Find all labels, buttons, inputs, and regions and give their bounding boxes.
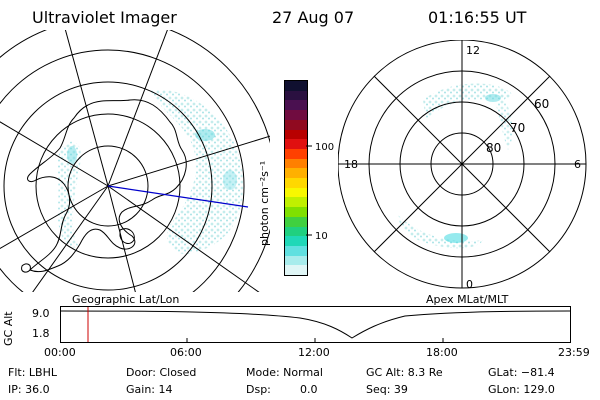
- glon-info: GLon: 129.0: [488, 383, 555, 396]
- mode-info: Mode: Normal: [246, 366, 323, 379]
- mlat-label-70: 70: [510, 121, 525, 135]
- latitude-circle: [35, 113, 181, 259]
- colorbar-segment: [285, 236, 307, 246]
- filter-info: Flt: LBHL: [8, 366, 57, 379]
- mlat-label-60: 60: [534, 97, 549, 111]
- colorbar-segment: [285, 81, 307, 91]
- instrument-title: Ultraviolet Imager: [32, 8, 177, 27]
- colorbar-segment: [285, 245, 307, 256]
- colorbar-segment: [285, 197, 307, 208]
- mlt-label-12: 12: [466, 44, 480, 57]
- mlt-lines: [338, 40, 586, 288]
- colorbar-unit-label: photon cm⁻²s⁻¹: [258, 160, 271, 246]
- aurora-oval-dawn: [496, 95, 513, 150]
- dsp-value: 0.0: [300, 383, 318, 396]
- colorbar-segment: [285, 178, 307, 188]
- observation-date: 27 Aug 07: [272, 8, 355, 27]
- aurora-spot: [223, 170, 237, 190]
- colorbar-segment: [285, 119, 307, 130]
- altitude-xtick-2359: 23:59: [558, 346, 590, 359]
- colorbar-segment: [285, 139, 307, 149]
- latitude-circle: [0, 49, 245, 292]
- mlt-label-6: 6: [574, 158, 581, 171]
- altitude-xtick-1200: 12:00: [298, 346, 330, 359]
- altitude-curve: [60, 310, 571, 339]
- altitude-ytick-low: 1.8: [32, 327, 50, 340]
- colorbar-segment: [285, 158, 307, 169]
- latitude-circle: [67, 145, 149, 227]
- altitude-xtick-1800: 18:00: [426, 346, 458, 359]
- colorbar-segment: [285, 207, 307, 217]
- colorbar-segment: [285, 110, 307, 120]
- projection-line: [107, 185, 249, 208]
- aurora-emission-left: [150, 89, 243, 255]
- gc-alt-info: GC Alt: 8.3 Re: [366, 366, 443, 379]
- ip-info: IP: 36.0: [8, 383, 50, 396]
- altitude-xtick-0000: 00:00: [44, 346, 76, 359]
- dsp-label: Dsp:: [246, 383, 271, 396]
- altitude-ylabel: GC Alt: [2, 311, 15, 346]
- aurora-spot: [444, 233, 468, 243]
- antarctica-coastline: [27, 99, 187, 273]
- colorbar-tick-10: 10: [315, 231, 328, 242]
- colorbar-segment: [285, 148, 307, 159]
- mlat-label-80: 80: [486, 141, 501, 155]
- mlt-label-18: 18: [344, 158, 358, 171]
- seq-info: Seq: 39: [366, 383, 408, 396]
- geographic-map: [0, 30, 270, 292]
- colorbar-segment: [285, 187, 307, 198]
- altitude-ytick-high: 9.0: [32, 307, 50, 320]
- colorbar-segment: [285, 168, 307, 179]
- coast-fragment: [119, 228, 135, 244]
- mlt-label-0: 0: [466, 278, 473, 291]
- aurora-oval-night: [398, 215, 483, 249]
- latitude-circle: [3, 81, 213, 291]
- aurora-spot: [485, 94, 501, 102]
- colorbar: [284, 80, 308, 276]
- colorbar-segment: [285, 90, 307, 101]
- left-map-caption: Geographic Lat/Lon: [72, 293, 180, 306]
- colorbar-segment: [285, 265, 307, 276]
- colorbar-tick-100: 100: [315, 142, 334, 153]
- door-info: Door: Closed: [126, 366, 197, 379]
- right-map-caption: Apex MLat/MLT: [426, 293, 509, 306]
- colorbar-ticks: 100 10: [306, 142, 334, 242]
- altitude-xtick-0600: 06:00: [170, 346, 202, 359]
- magnetic-map: 12 18 6 0 60 70 80: [338, 40, 587, 291]
- colorbar-segment: [285, 100, 307, 111]
- aurora-spot: [67, 146, 77, 164]
- altitude-plot: [60, 306, 571, 343]
- glat-info: GLat: −81.4: [488, 366, 555, 379]
- observation-time: 01:16:55 UT: [428, 8, 527, 27]
- colorbar-segment: [285, 255, 307, 266]
- colorbar-segment: [285, 216, 307, 227]
- colorbar-segment: [285, 226, 307, 237]
- colorbar-segment: [285, 129, 307, 140]
- aurora-oval-day: [423, 83, 513, 120]
- coast-fragment: [21, 263, 31, 273]
- gain-info: Gain: 14: [126, 383, 173, 396]
- aurora-spot: [195, 129, 215, 141]
- meridians: [0, 30, 270, 292]
